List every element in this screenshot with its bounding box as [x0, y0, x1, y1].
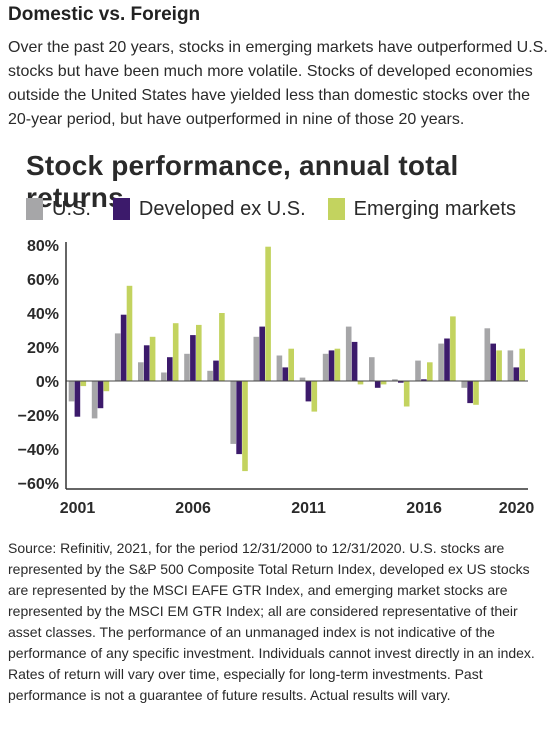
bar-2014-series-2: [380, 381, 387, 385]
bar-2003-series-1: [120, 314, 127, 381]
bar-2015-series-0: [392, 379, 398, 381]
bar-2005-series-1: [167, 357, 173, 381]
bar-2008-series-1: [236, 381, 242, 455]
x-tick-label: 2011: [291, 500, 326, 517]
bar-2019-series-2: [496, 350, 502, 381]
bar-2017-series-2: [450, 316, 456, 381]
bar-2013-series-0: [345, 326, 352, 381]
bar-2016-series-0: [415, 360, 421, 381]
intro-paragraph: Over the past 20 years, stocks in emergi…: [8, 39, 548, 128]
bar-2008-series-2: [242, 381, 248, 472]
bar-2018-series-0: [461, 381, 467, 388]
bar-2009-series-0: [253, 336, 260, 381]
section-heading: Domestic vs. Foreign: [8, 4, 201, 25]
legend-swatch-developed: [112, 198, 130, 220]
bar-2015-series-2: [403, 381, 410, 407]
bar-2012-series-0: [322, 353, 329, 381]
bar-2018-series-2: [473, 381, 479, 405]
bar-2004-series-2: [149, 336, 156, 381]
bar-2004-series-1: [143, 345, 150, 381]
bar-2007-series-0: [207, 370, 213, 381]
bar-2013-series-1: [351, 341, 358, 381]
y-tick-label: 80%: [27, 238, 59, 255]
bar-2014-series-1: [374, 381, 381, 388]
legend-swatch-us: [26, 198, 43, 220]
bar-2020-series-1: [513, 367, 520, 381]
bar-2007-series-2: [219, 313, 225, 381]
bar-2002-series-2: [103, 381, 110, 392]
y-tick-label: 0%: [36, 374, 59, 391]
chart-title: Stock performance, annual total returns: [26, 150, 459, 213]
bar-2001-series-1: [74, 381, 81, 417]
bar-2005-series-0: [161, 372, 167, 381]
bar-2008-series-0: [230, 381, 236, 444]
bar-2004-series-0: [138, 362, 144, 381]
y-tick-label: 60%: [27, 272, 59, 289]
legend-swatch-emerging: [327, 198, 345, 220]
bar-2020-series-2: [519, 348, 525, 381]
y-tick-label: 20%: [27, 340, 59, 357]
bar-2009-series-2: [265, 246, 271, 381]
x-tick-label: 2006: [175, 500, 211, 517]
bar-2006-series-2: [196, 324, 202, 381]
y-tick-label: 40%: [27, 306, 59, 323]
legend-item-us: U.S.: [26, 198, 91, 221]
legend-item-emerging: Emerging markets: [327, 197, 516, 221]
bar-2013-series-2: [357, 381, 364, 385]
bar-2012-series-2: [334, 348, 341, 381]
bar-2001-series-2: [80, 381, 87, 387]
bar-2011-series-1: [305, 381, 312, 402]
legend-label-emerging: Emerging markets: [353, 197, 516, 220]
bar-2019-series-0: [484, 328, 491, 381]
bar-2011-series-0: [299, 377, 306, 381]
bar-2005-series-2: [172, 323, 179, 381]
bar-2007-series-1: [213, 360, 219, 381]
bar-2011-series-2: [311, 381, 318, 412]
bar-2006-series-1: [190, 335, 196, 381]
bar-2002-series-0: [91, 381, 98, 419]
bar-2019-series-1: [490, 343, 496, 381]
x-tick-label: 2016: [406, 500, 442, 517]
bar-2020-series-0: [507, 350, 514, 381]
legend-label-us: U.S.: [52, 197, 91, 220]
bar-2015-series-1: [398, 381, 404, 383]
bar-2001-series-0: [68, 381, 75, 402]
bar-2006-series-0: [184, 353, 190, 381]
y-tick-label: −60%: [18, 476, 59, 493]
bar-2016-series-2: [427, 362, 433, 381]
bar-2009-series-1: [259, 326, 265, 381]
bar-2018-series-1: [467, 381, 473, 404]
legend-item-developed: Developed ex U.S.: [112, 197, 306, 221]
bar-2017-series-0: [438, 343, 444, 381]
y-tick-label: −20%: [18, 408, 59, 425]
bar-chart: 80% 60% 40% 20% 0% −20% −40% −60%2001 2006 2011 20…: [18, 238, 535, 517]
y-tick-label: −40%: [18, 442, 59, 459]
bar-2014-series-0: [369, 357, 375, 381]
bar-2010-series-1: [282, 367, 289, 381]
x-tick-label: 2020: [499, 500, 535, 517]
source-note: Source: Refinitiv, 2021, for the period …: [8, 540, 535, 703]
bar-2002-series-1: [97, 381, 104, 409]
legend-label-developed: Developed ex U.S.: [138, 197, 306, 220]
x-tick-label: 2001: [60, 500, 96, 517]
bar-2010-series-2: [288, 348, 294, 381]
bar-2012-series-1: [328, 350, 335, 381]
bar-2010-series-0: [276, 355, 283, 381]
bar-2016-series-1: [421, 379, 427, 381]
bar-2003-series-0: [114, 333, 121, 381]
bar-2003-series-2: [126, 285, 133, 381]
bar-2017-series-1: [444, 338, 450, 381]
chart-legend: U.S. Developed ex U.S. Emerging markets: [26, 196, 538, 222]
